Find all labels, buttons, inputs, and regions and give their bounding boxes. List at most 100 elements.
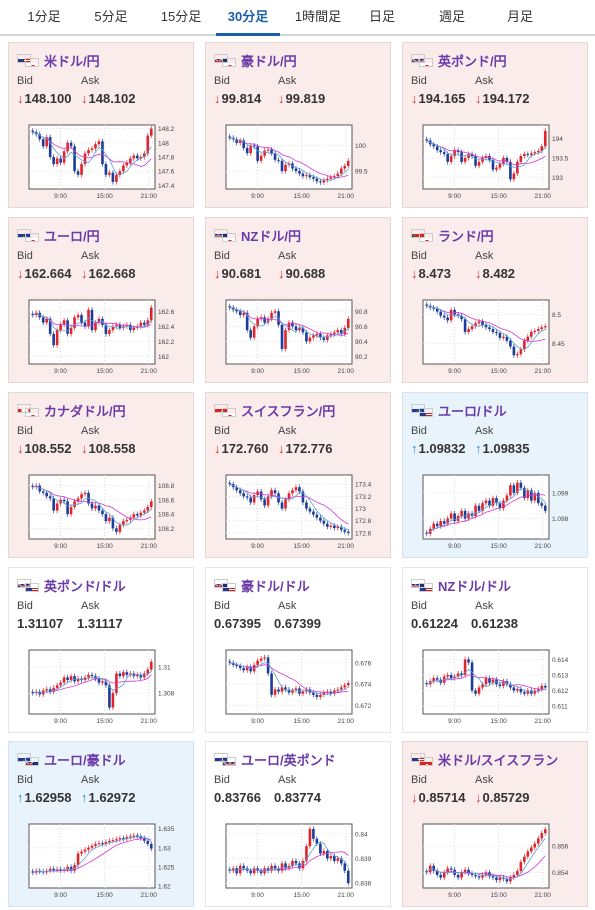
pair-title-link[interactable]: 英ポンド/円 (411, 52, 507, 69)
candle-body (312, 692, 315, 695)
mini-candlestick-chart[interactable]: 100 99.5 9:00 15:00 21:00 (214, 121, 384, 205)
candle-body (101, 141, 104, 165)
candle-body (41, 139, 45, 147)
pair-title-link[interactable]: ユーロ/英ポンド (214, 751, 336, 768)
mini-candlestick-chart[interactable]: 0.676 0.674 0.672 9:00 15:00 21:00 (214, 646, 384, 730)
bid-label: Bid (214, 600, 230, 612)
moving-average-line (229, 483, 349, 525)
mini-candlestick-chart[interactable]: 1.099 1.098 9:00 15:00 21:00 (411, 471, 581, 555)
pair-title-link[interactable]: 英ポンド/ドル (17, 577, 126, 594)
mini-candlestick-chart[interactable]: 108.8 108.6 108.4 108.2 9:00 15:00 21:00 (17, 471, 187, 555)
rate-card[interactable]: 英ポンド/ドル Bid Ask 1.31107 1.31117 1.31 1.308 9:00… (8, 567, 194, 733)
bid-number: 90.681 (221, 266, 262, 281)
tab-monthly[interactable]: 月足 (506, 9, 533, 24)
rate-card[interactable]: ランド/円 Bid Ask ↓8.473 ↓8.482 8.5 8.45 9:00 15:00 2… (402, 217, 588, 383)
pair-title-link[interactable]: ユーロ/ドル (411, 402, 507, 419)
candle-body (456, 874, 460, 878)
mini-candlestick-chart[interactable]: 1.31 1.308 9:00 15:00 21:00 (17, 646, 187, 730)
candle-body (294, 860, 298, 864)
candle-body (76, 498, 80, 502)
mini-candlestick-chart[interactable]: 148.2 148 147.8 147.6 147.4 9:00 15:00 21:00 (17, 121, 187, 205)
pair-title-link[interactable]: スイスフラン/円 (214, 402, 335, 419)
pair-name: 豪ドル/円 (241, 53, 297, 69)
mini-candlestick-chart[interactable]: 1.635 1.63 1.625 1.62 9:00 15:00 21:00 (17, 820, 187, 904)
candle-body (94, 144, 97, 149)
rate-card[interactable]: 豪ドル/円 Bid Ask ↓99.814 ↓99.819 100 99.5 9:00 15:0… (205, 42, 391, 208)
y-tick-label: 100 (355, 143, 366, 150)
x-tick-label: 21:00 (141, 193, 158, 200)
x-tick-label: 21:00 (141, 368, 158, 375)
tab-15min[interactable]: 15分足 (160, 9, 202, 24)
mini-candlestick-chart[interactable]: 0.614 0.613 0.612 0.611 9:00 15:00 21:00 (411, 646, 581, 730)
x-tick-label: 9:00 (54, 368, 67, 375)
candle-body (477, 876, 481, 878)
candle-body (530, 153, 533, 155)
candle-body (481, 874, 484, 878)
mini-candlestick-chart[interactable]: 173.4 173.2 173 172.8 172.6 9:00 15:00 21:00 (214, 471, 384, 555)
candle-body (235, 139, 239, 143)
y-tick-label: 1.098 (552, 516, 569, 523)
tab-daily[interactable]: 日足 (368, 9, 395, 24)
arrow-down-icon: ↓ (475, 790, 482, 805)
ask-label: Ask (475, 250, 494, 262)
rate-card[interactable]: カナダドル/円 Bid Ask ↓108.552 ↓108.558 108.8 108.6 1… (8, 392, 194, 558)
pair-title-link[interactable]: NZドル/ドル (411, 577, 511, 594)
mini-candlestick-chart[interactable]: 0.84 0.839 0.838 9:00 15:00 21:00 (214, 820, 384, 904)
rate-card[interactable]: 米ドル/円 Bid Ask ↓148.100 ↓148.102 148.2 148 147.8… (8, 42, 194, 208)
pair-title-link[interactable]: 豪ドル/円 (214, 52, 297, 69)
rate-card[interactable]: ユーロ/豪ドル Bid Ask ↑1.62958 ↑1.62972 1.635 1.63 1.… (8, 741, 194, 907)
y-tick-label: 0.613 (552, 672, 569, 679)
candle-body (228, 136, 232, 138)
ask-value: ↓162.668 (81, 266, 136, 281)
rate-card[interactable]: ユーロ/英ポンド Bid Ask 0.83766 0.83774 0.84 0.839 0.8… (205, 741, 391, 907)
candle-body (249, 870, 252, 874)
pair-title-link[interactable]: カナダドル/円 (17, 402, 126, 419)
rate-card[interactable]: ユーロ/円 Bid Ask ↓162.664 ↓162.668 162.6 162.4 162… (8, 217, 194, 383)
candle-body (536, 150, 540, 153)
rate-card[interactable]: 英ポンド/円 Bid Ask ↓194.165 ↓194.172 194 193.5 193 9… (402, 42, 588, 208)
tab-1min[interactable]: 1分足 (27, 9, 61, 24)
rate-card[interactable]: 米ドル/スイスフラン Bid Ask ↓0.85714 ↓0.85729 0.856 0.8… (402, 741, 588, 907)
x-tick-label: 21:00 (338, 718, 355, 725)
candle-body (432, 678, 436, 682)
rate-card[interactable]: スイスフラン/円 Bid Ask ↓172.760 ↓172.776 173.4 173.2… (205, 392, 391, 558)
rate-card[interactable]: ユーロ/ドル Bid Ask ↑1.09832 ↑1.09835 1.099 1.098 9:… (402, 392, 588, 558)
rate-card[interactable]: 豪ドル/ドル Bid Ask 0.67395 0.67399 0.676 0.674 0.67… (205, 567, 391, 733)
mini-candlestick-chart[interactable]: 90.8 90.6 90.4 90.2 9:00 15:00 21:00 (214, 296, 384, 380)
mini-candlestick-chart[interactable]: 0.856 0.854 9:00 15:00 21:00 (411, 820, 581, 904)
ask-number: 148.102 (88, 91, 136, 106)
x-tick-label: 21:00 (338, 193, 355, 200)
pair-title-link[interactable]: ランド/円 (411, 227, 494, 244)
rate-card[interactable]: NZドル/ドル Bid Ask 0.61224 0.61238 0.614 0.613 0.6… (402, 567, 588, 733)
y-tick-label: 0.612 (552, 688, 569, 695)
mini-candlestick-chart[interactable]: 194 193.5 193 9:00 15:00 21:00 (411, 121, 581, 205)
tab-5min[interactable]: 5分足 (94, 9, 128, 24)
tab-weekly[interactable]: 週足 (438, 9, 465, 24)
candle-body (322, 851, 326, 854)
bid-value: ↓8.473 (411, 266, 451, 281)
candle-body (45, 137, 48, 147)
candle-body (305, 502, 308, 509)
mini-candlestick-chart[interactable]: 8.5 8.45 9:00 15:00 21:00 (411, 296, 581, 380)
y-tick-label: 108.6 (158, 497, 175, 504)
candle-body (118, 838, 122, 840)
pair-title-link[interactable]: ユーロ/円 (17, 227, 100, 244)
pair-title-link[interactable]: 豪ドル/ドル (214, 577, 310, 594)
pair-title-link[interactable]: ユーロ/豪ドル (17, 751, 126, 768)
tab-30min[interactable]: 30分足 (216, 0, 280, 36)
candle-body (284, 687, 287, 690)
rate-card[interactable]: NZドル/円 Bid Ask ↓90.681 ↓90.688 90.8 90.6 90.4 90… (205, 217, 391, 383)
tab-1hour[interactable]: 1時間足 (294, 9, 342, 24)
x-tick-label: 15:00 (490, 543, 507, 550)
candle-body (519, 156, 523, 162)
arrow-down-icon: ↓ (17, 91, 24, 106)
candle-body (339, 526, 343, 530)
pair-title-link[interactable]: 米ドル/スイスフラン (411, 751, 558, 768)
bid-label: Bid (214, 774, 230, 786)
candle-body (495, 332, 498, 334)
x-tick-label: 21:00 (535, 718, 552, 725)
candle-body (62, 320, 66, 325)
pair-title-link[interactable]: 米ドル/円 (17, 52, 100, 69)
mini-candlestick-chart[interactable]: 162.6 162.4 162.2 162 9:00 15:00 21:00 (17, 296, 187, 380)
pair-title-link[interactable]: NZドル/円 (214, 227, 301, 244)
